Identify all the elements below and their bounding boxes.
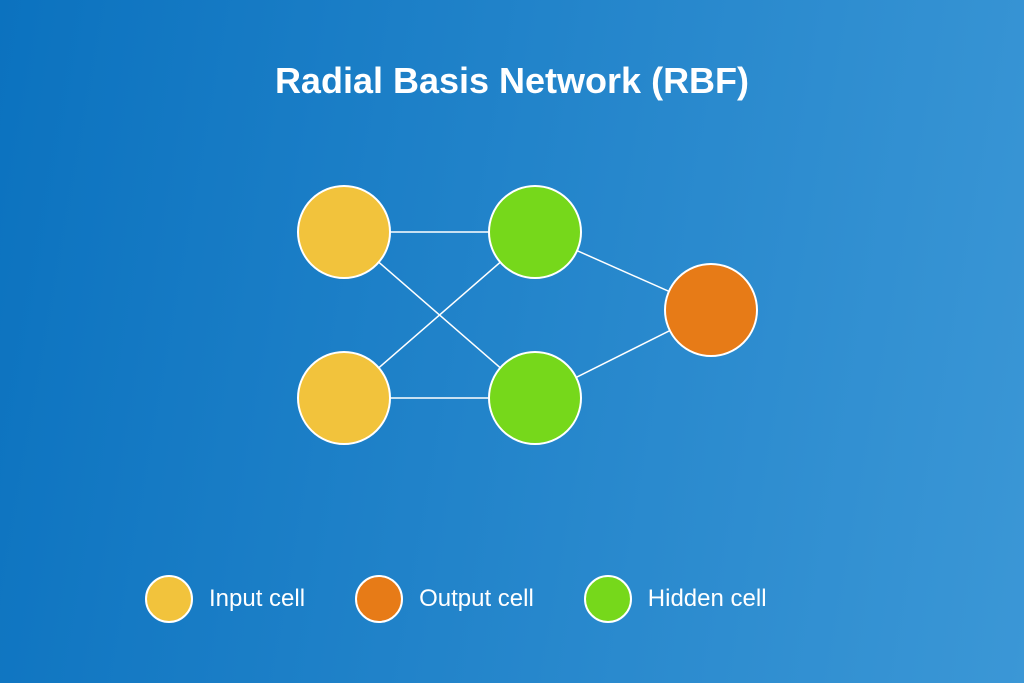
node-in2 bbox=[298, 352, 390, 444]
legend-item: Input cell bbox=[145, 575, 305, 623]
legend-swatch bbox=[145, 575, 193, 623]
legend-swatch bbox=[584, 575, 632, 623]
legend-swatch bbox=[355, 575, 403, 623]
legend-label: Hidden cell bbox=[648, 585, 767, 613]
nodes-group bbox=[298, 186, 757, 444]
legend-item: Output cell bbox=[355, 575, 534, 623]
legend-label: Output cell bbox=[419, 585, 534, 613]
node-in1 bbox=[298, 186, 390, 278]
legend-label: Input cell bbox=[209, 585, 305, 613]
node-hid2 bbox=[489, 352, 581, 444]
legend-item: Hidden cell bbox=[584, 575, 767, 623]
node-hid1 bbox=[489, 186, 581, 278]
node-out1 bbox=[665, 264, 757, 356]
legend: Input cell Output cell Hidden cell bbox=[145, 575, 767, 623]
